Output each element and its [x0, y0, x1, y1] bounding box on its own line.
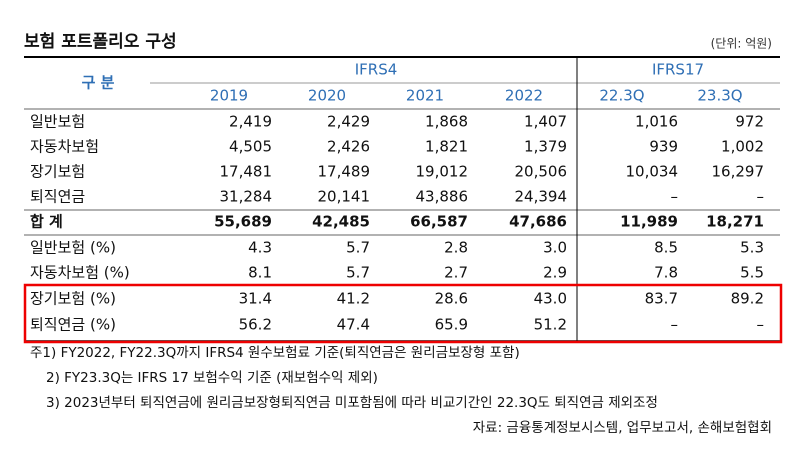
cell: 5.5: [740, 264, 764, 282]
cell: 1,016: [635, 113, 678, 131]
column-header: 2022: [505, 87, 543, 105]
cell: 2,429: [327, 113, 370, 131]
cell: 16,297: [712, 163, 765, 181]
cell: 3.0: [543, 239, 567, 257]
cell: 56.2: [239, 316, 272, 334]
column-header: 22.3Q: [599, 87, 644, 105]
cell: 18,271: [706, 213, 764, 231]
cell: 42,485: [312, 213, 370, 231]
cell: –: [757, 188, 765, 206]
cell: 4.3: [248, 239, 272, 257]
row-header: 구 분: [82, 74, 115, 92]
row-label: 장기보험: [30, 163, 85, 181]
cell: 2,426: [327, 138, 370, 156]
cell: 8.5: [654, 239, 678, 257]
cell: 19,012: [416, 163, 469, 181]
cell: 1,821: [425, 138, 468, 156]
cell: 972: [735, 113, 764, 131]
cell: 17,489: [318, 163, 371, 181]
cell: 66,587: [410, 213, 468, 231]
cell: 51.2: [534, 316, 567, 334]
row-label: 합 계: [30, 213, 63, 231]
cell: 83.7: [645, 290, 678, 308]
column-header: 23.3Q: [697, 87, 742, 105]
cell: 47.4: [337, 316, 370, 334]
cell: 5.7: [346, 239, 370, 257]
row-label: 장기보험 (%): [30, 290, 116, 308]
cell: 939: [649, 138, 678, 156]
cell: 8.1: [248, 264, 272, 282]
cell: 5.7: [346, 264, 370, 282]
cell: 31,284: [220, 188, 273, 206]
cell: 2.7: [444, 264, 468, 282]
cell: 1,407: [524, 113, 567, 131]
cell: 20,506: [515, 163, 568, 181]
cell: 43,886: [416, 188, 469, 206]
column-header: 2020: [308, 87, 346, 105]
group-header: IFRS4: [355, 61, 398, 79]
cell: –: [671, 188, 679, 206]
cell: 28.6: [435, 290, 468, 308]
cell: 5.3: [740, 239, 764, 257]
cell: 17,481: [220, 163, 273, 181]
cell: 24,394: [515, 188, 568, 206]
cell: 31.4: [239, 290, 272, 308]
cell: 55,689: [214, 213, 272, 231]
column-header: 2019: [210, 87, 248, 105]
source: 자료: 금융통계정보시스템, 업무보고서, 손해보험협회: [473, 420, 772, 436]
cell: 1,379: [524, 138, 567, 156]
cell: 2.8: [444, 239, 468, 257]
group-header: IFRS17: [652, 61, 704, 79]
note: 2) FY23.3Q는 IFRS 17 보험수익 기준 (재보험수익 제외): [46, 370, 378, 386]
cell: 11,989: [620, 213, 678, 231]
cell: 65.9: [435, 316, 468, 334]
cell: 89.2: [731, 290, 764, 308]
row-label: 일반보험: [30, 113, 85, 131]
cell: 43.0: [534, 290, 567, 308]
row-label: 일반보험 (%): [30, 239, 116, 257]
cell: 41.2: [337, 290, 370, 308]
column-header: 2021: [406, 87, 444, 105]
row-label: 퇴직연금: [30, 188, 85, 206]
row-label: 자동차보험: [30, 138, 99, 156]
note: 주1) FY2022, FY22.3Q까지 IFRS4 원수보험료 기준(퇴직연…: [30, 345, 520, 361]
cell: –: [671, 316, 679, 334]
cell: 2,419: [229, 113, 272, 131]
cell: 10,034: [626, 163, 679, 181]
cell: 1,002: [721, 138, 764, 156]
unit: (단위: 억원): [711, 37, 772, 51]
cell: –: [757, 316, 765, 334]
cell: 20,141: [318, 188, 371, 206]
highlight-box: [23, 283, 783, 344]
cell: 47,686: [509, 213, 567, 231]
cell: 2.9: [543, 264, 567, 282]
cell: 1,868: [425, 113, 468, 131]
row-label: 퇴직연금 (%): [30, 316, 116, 334]
cell: 7.8: [654, 264, 678, 282]
title: 보험 포트폴리오 구성: [24, 31, 177, 52]
note: 3) 2023년부터 퇴직연금에 원리금보장형퇴직연금 미포함됨에 따라 비교기…: [46, 395, 658, 411]
cell: 4,505: [229, 138, 272, 156]
row-label: 자동차보험 (%): [30, 264, 130, 282]
